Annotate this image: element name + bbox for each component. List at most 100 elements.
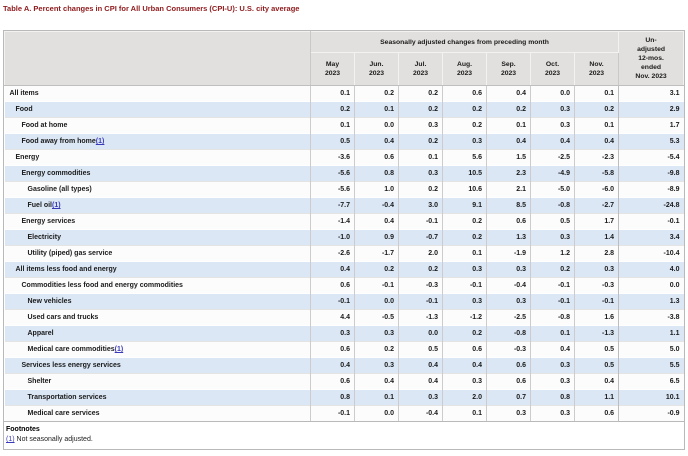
value-cell: 0.4 [530, 133, 575, 150]
row-label-cell: Food away from home(1) [4, 133, 311, 150]
value-cell: 1.5 [486, 149, 531, 166]
value-cell: 0.3 [442, 293, 487, 310]
unadjusted-value-cell: 10.1 [618, 389, 684, 406]
table-header: Seasonally adjusted changes from precedi… [4, 31, 684, 86]
value-cell: -1.3 [573, 325, 619, 342]
footnotes-heading: Footnotes [6, 426, 40, 433]
value-cell: 2.3 [486, 165, 531, 182]
value-cell: -2.5 [530, 149, 575, 166]
value-cell: 0.2 [398, 133, 443, 150]
value-cell: -0.4 [398, 405, 443, 421]
unadjusted-value-cell: 3.1 [618, 85, 684, 102]
value-cell: 0.2 [442, 213, 487, 230]
value-cell: 0.2 [530, 261, 575, 278]
value-cell: 9.1 [442, 197, 487, 214]
row-label: Services less energy services [21, 362, 121, 369]
row-label-cell: Food [4, 101, 311, 118]
value-cell: -5.8 [573, 165, 619, 182]
row-label-cell: Gasoline (all types) [4, 181, 311, 198]
value-cell: 0.0 [354, 293, 399, 310]
unadjusted-value-cell: 5.5 [618, 357, 684, 374]
value-cell: -0.1 [398, 213, 443, 230]
row-label: Utility (piped) gas service [27, 250, 113, 257]
value-cell: 0.3 [354, 325, 399, 342]
value-cell: -0.8 [530, 309, 575, 326]
unadjusted-value-cell: 1.1 [618, 325, 684, 342]
value-cell: 0.3 [530, 373, 575, 390]
value-cell: 0.0 [354, 405, 399, 421]
value-cell: -2.5 [486, 309, 531, 326]
value-cell: 0.1 [573, 85, 619, 102]
stub-header-cell [4, 31, 311, 86]
value-cell: -1.7 [354, 245, 399, 262]
footnote-1-link[interactable]: (1) [6, 436, 15, 443]
footnote-ref-link[interactable]: (1) [95, 138, 105, 145]
table-row: Medical care commodities(1) 0.6 0.2 0.5 0.6-… [4, 341, 684, 358]
value-cell: 0.4 [486, 133, 531, 150]
row-label: Commodities less food and energy commodi… [21, 282, 183, 289]
value-cell: 0.5 [530, 213, 575, 230]
row-label-cell: All items less food and energy [4, 261, 311, 278]
row-label: Energy services [21, 218, 76, 225]
value-cell: -5.0 [530, 181, 575, 198]
value-cell: 0.2 [398, 101, 443, 118]
value-cell: 2.0 [398, 245, 443, 262]
table-row: Commodities less food and energy commodi… [4, 277, 684, 294]
footnote-ref-link[interactable]: (1) [114, 346, 124, 353]
value-cell: 0.1 [310, 85, 355, 102]
value-cell: -0.1 [310, 405, 355, 421]
value-cell: 0.1 [354, 389, 399, 406]
month-header: May 2023 [310, 52, 355, 86]
unadjusted-value-cell: 4.0 [618, 261, 684, 278]
value-cell: 0.2 [354, 85, 399, 102]
value-cell: 0.3 [398, 389, 443, 406]
value-cell: 0.4 [486, 85, 531, 102]
footnote-ref-link[interactable]: (1) [52, 202, 61, 209]
value-cell: 0.6 [310, 341, 355, 358]
value-cell: 0.7 [486, 389, 531, 406]
value-cell: 1.0 [354, 181, 399, 198]
unadjusted-value-cell: -5.4 [618, 149, 684, 166]
value-cell: 0.3 [530, 405, 575, 421]
table-row: Transportation services 0.8 0.1 0.3 2.0 0.7 0.… [4, 389, 684, 406]
value-cell: 0.3 [442, 261, 487, 278]
row-label: Gasoline (all types) [27, 186, 92, 193]
row-label: Apparel [27, 330, 54, 337]
row-label-cell: Transportation services [4, 389, 311, 406]
value-cell: 0.8 [310, 389, 355, 406]
row-label-cell: Utility (piped) gas service [4, 245, 311, 262]
value-cell: 0.1 [530, 325, 575, 342]
footnotes-section: Footnotes (1) Not seasonally adjusted. [4, 421, 684, 449]
value-cell: 5.6 [442, 149, 487, 166]
unadjusted-value-cell: -10.4 [618, 245, 684, 262]
value-cell: 1.4 [573, 229, 619, 246]
value-cell: 0.2 [442, 101, 487, 118]
value-cell: -0.4 [486, 277, 531, 294]
value-cell: -7.7 [310, 197, 355, 214]
value-cell: 0.1 [573, 117, 619, 134]
value-cell: 0.3 [486, 293, 531, 310]
value-cell: -2.3 [573, 149, 619, 166]
row-label-cell: Services less energy services [4, 357, 311, 374]
value-cell: -0.5 [354, 309, 399, 326]
value-cell: 1.1 [573, 389, 619, 406]
value-cell: -1.2 [442, 309, 487, 326]
value-cell: 1.7 [573, 213, 619, 230]
value-cell: 0.6 [486, 357, 531, 374]
table-row: Food 0.2 0.1 0.2 0.2 0.2 0.3 0.2 2.9 [4, 101, 684, 118]
table-row: Electricity -1.0 0.9 -0.7 0.2 1.3 0.3 1.4 3.4 [4, 229, 684, 246]
unadjusted-value-cell: -9.8 [618, 165, 684, 182]
value-cell: -0.3 [573, 277, 619, 294]
table-row: Medical care services -0.1 0.0 -0.4 0.1 0.3 0.… [4, 405, 684, 421]
table-row: Used cars and trucks 4.4 -0.5 -1.3 -1.2 -2.5-… [4, 309, 684, 326]
value-cell: 1.2 [530, 245, 575, 262]
table-row: Shelter 0.6 0.4 0.4 0.3 0.6 0.3 0.4 6.5 [4, 373, 684, 390]
value-cell: 0.0 [354, 117, 399, 134]
value-cell: 0.2 [354, 341, 399, 358]
value-cell: 0.6 [486, 213, 531, 230]
table-body: All items 0.1 0.2 0.2 0.6 0.4 0.0 0.1 3.1 Food 0.2… [4, 85, 684, 421]
value-cell: 1.6 [573, 309, 619, 326]
value-cell: 0.2 [354, 261, 399, 278]
value-cell: 0.4 [398, 373, 443, 390]
unadjusted-value-cell: -3.8 [618, 309, 684, 326]
